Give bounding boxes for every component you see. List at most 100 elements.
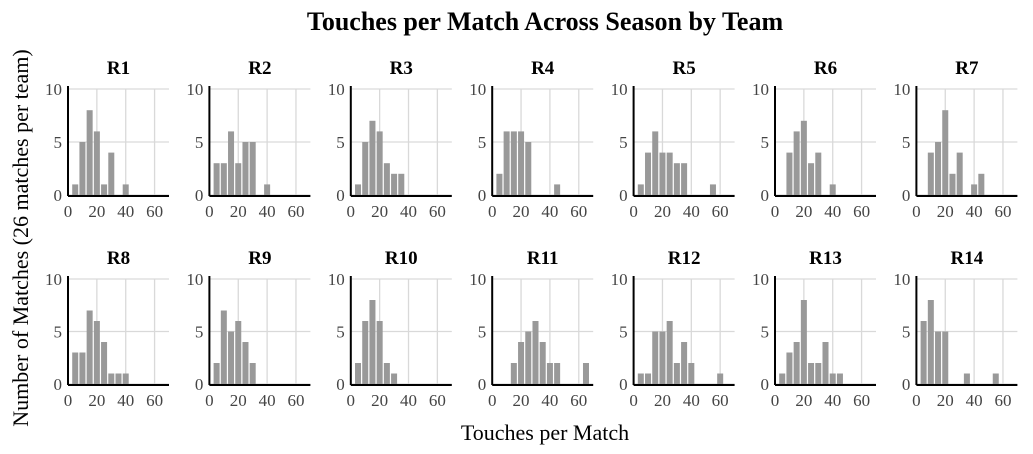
panel-r9: 0 5 10 0 20 40 60 R9	[186, 248, 311, 410]
histogram-bar	[935, 331, 942, 384]
x-tick-label: 20	[654, 202, 671, 221]
histogram-bar	[666, 152, 673, 195]
histogram-bar	[398, 173, 405, 195]
histogram-bar	[101, 184, 108, 195]
panel-title: R13	[809, 248, 842, 269]
histogram-bar	[228, 131, 235, 195]
histogram-bar	[786, 352, 793, 384]
panel-r12: 0 5 10 0 20 40 60 R12	[611, 248, 735, 410]
histogram-bar	[539, 342, 546, 384]
y-tick-label: 10	[328, 80, 345, 99]
x-tick-label: 0	[347, 391, 356, 410]
histogram-bar	[220, 163, 227, 195]
y-axis-label: Number of Matches (26 matches per team)	[8, 49, 33, 427]
panel-title: R4	[531, 58, 555, 79]
x-tick-label: 60	[429, 391, 446, 410]
histogram-bar	[942, 110, 949, 195]
x-tick-label: 60	[994, 391, 1011, 410]
x-tick-label: 0	[64, 391, 73, 410]
histogram-bar	[681, 342, 688, 384]
x-tick-label: 20	[937, 202, 954, 221]
panel-title: R7	[955, 58, 979, 79]
x-tick-label: 20	[230, 202, 247, 221]
histogram-bar	[554, 184, 561, 195]
histogram-bar	[369, 120, 376, 195]
y-tick-label: 10	[893, 80, 910, 99]
panel-title: R12	[668, 248, 701, 269]
histogram-bar	[822, 342, 829, 384]
x-tick-label: 0	[771, 202, 780, 221]
histogram-bar	[956, 152, 963, 195]
panel-title: R11	[527, 248, 559, 269]
histogram-bar	[673, 363, 680, 384]
histogram-bar	[79, 142, 86, 195]
y-tick-label: 0	[761, 186, 770, 205]
panel-r11: 0 5 10 0 20 40 60 R11	[469, 248, 594, 410]
histogram-bar	[93, 321, 100, 384]
histogram-bar	[391, 173, 398, 195]
histogram-bar	[79, 352, 86, 384]
histogram-bar	[637, 373, 644, 384]
histogram-bar	[673, 163, 680, 195]
histogram-bar	[681, 163, 688, 195]
x-tick-label: 40	[259, 391, 276, 410]
y-tick-label: 0	[478, 186, 487, 205]
panel-title: R3	[390, 58, 413, 79]
histogram-bar	[213, 163, 220, 195]
y-tick-label: 5	[902, 133, 911, 152]
histogram-bar	[108, 373, 115, 384]
histogram-bar	[645, 373, 652, 384]
y-tick-label: 5	[478, 133, 487, 152]
histogram-bar	[376, 321, 383, 384]
x-tick-label: 20	[795, 391, 812, 410]
histogram-bar	[496, 173, 503, 195]
histogram-bar	[518, 131, 525, 195]
y-tick-label: 10	[186, 80, 203, 99]
x-tick-label: 20	[513, 202, 530, 221]
x-tick-label: 20	[937, 391, 954, 410]
histogram-bar	[717, 373, 724, 384]
histogram-bar	[546, 363, 553, 384]
x-tick-label: 60	[287, 391, 304, 410]
panel-r1: 0 5 10 0 20 40 60 R1	[45, 58, 169, 221]
histogram-bar	[391, 373, 398, 384]
x-tick-label: 20	[513, 391, 530, 410]
y-tick-label: 5	[54, 133, 63, 152]
x-tick-label: 0	[205, 202, 214, 221]
y-tick-label: 5	[54, 323, 63, 342]
histogram-bar	[383, 363, 390, 384]
x-tick-label: 0	[771, 391, 780, 410]
y-tick-label: 0	[54, 186, 63, 205]
x-tick-label: 40	[824, 202, 841, 221]
histogram-bar	[836, 373, 843, 384]
histogram-bar	[688, 363, 695, 384]
panel-title: R9	[248, 248, 271, 269]
histogram-bar	[220, 310, 227, 384]
x-tick-label: 60	[146, 202, 163, 221]
histogram-bar	[815, 363, 822, 384]
histogram-bar	[652, 331, 659, 384]
x-tick-label: 40	[400, 202, 417, 221]
y-tick-label: 0	[478, 375, 487, 394]
x-tick-label: 40	[966, 202, 983, 221]
x-tick-label: 20	[371, 391, 388, 410]
y-tick-label: 10	[752, 270, 769, 289]
x-tick-label: 0	[488, 391, 497, 410]
histogram-bar	[829, 373, 836, 384]
y-tick-label: 5	[336, 323, 345, 342]
y-tick-label: 5	[619, 133, 628, 152]
histogram-bar	[815, 152, 822, 195]
histogram-bar	[992, 373, 999, 384]
histogram-bar	[645, 152, 652, 195]
x-tick-label: 20	[654, 391, 671, 410]
y-tick-label: 10	[45, 270, 62, 289]
x-tick-label: 0	[64, 202, 73, 221]
histogram-bar	[369, 300, 376, 384]
panel-r8: 0 5 10 0 20 40 60 R8	[45, 248, 169, 410]
y-tick-label: 0	[195, 186, 204, 205]
panel-title: R10	[385, 248, 418, 269]
x-tick-label: 60	[853, 391, 870, 410]
histogram-bar	[242, 342, 249, 384]
chart-title: Touches per Match Across Season by Team	[307, 7, 784, 36]
histogram-bar	[525, 331, 532, 384]
